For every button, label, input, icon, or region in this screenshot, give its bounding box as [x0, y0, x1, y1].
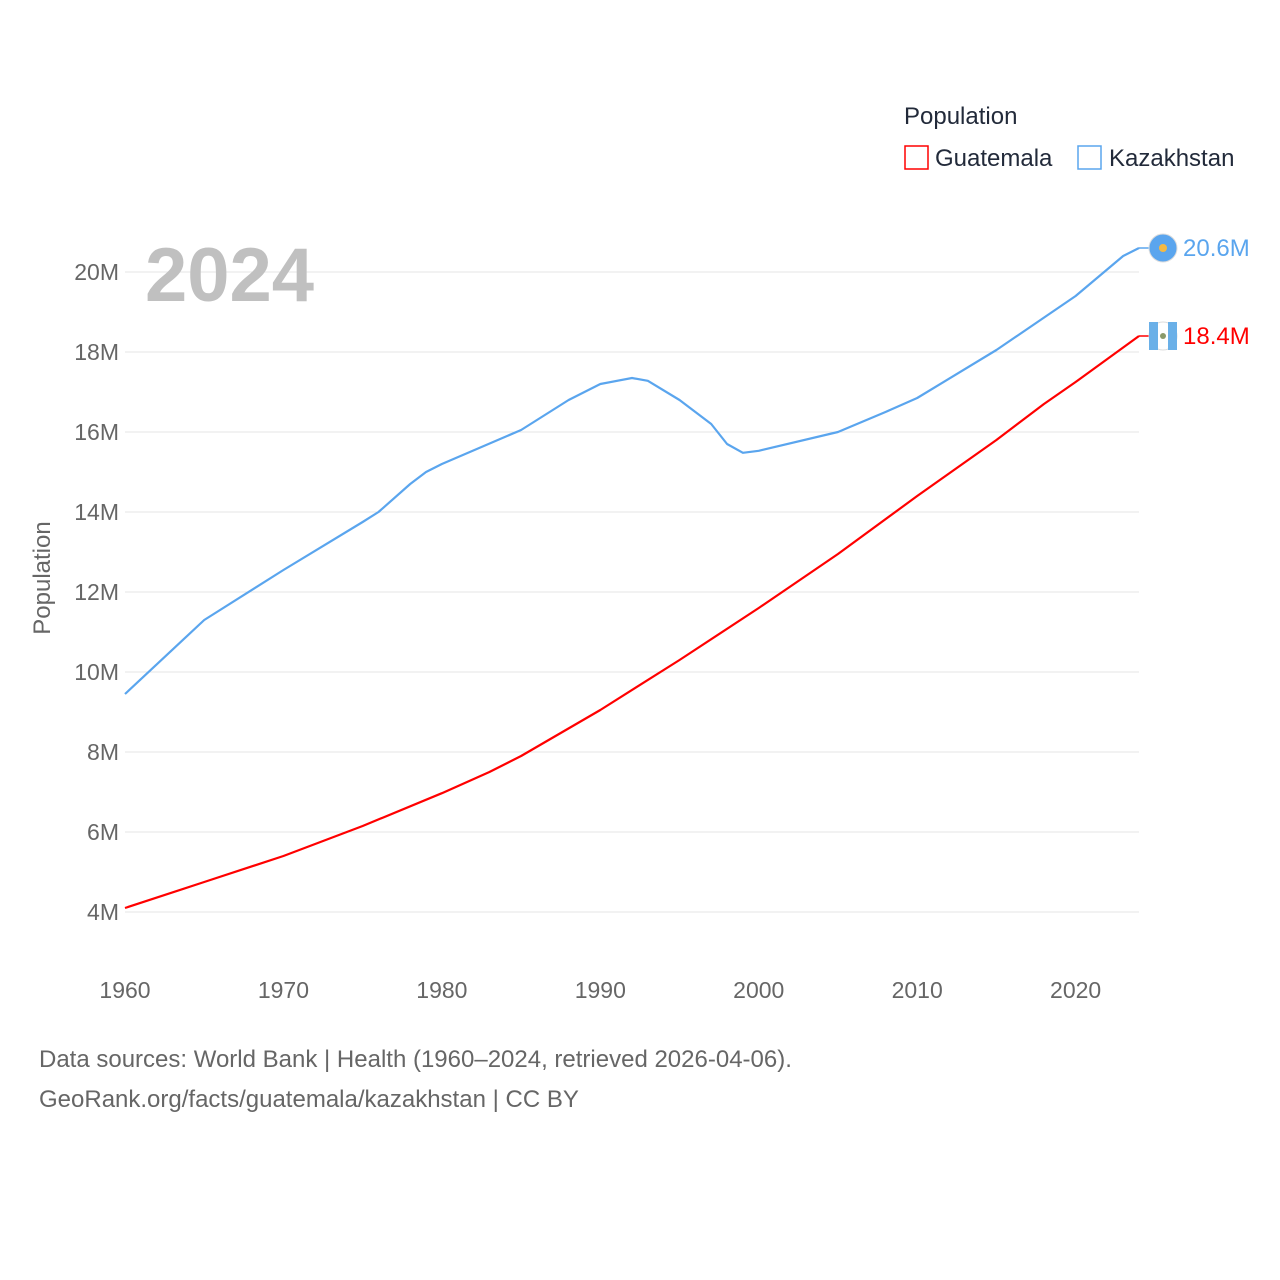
x-tick-label: 1960	[99, 977, 150, 1003]
population-line-chart: 4M 6M 8M 10M 12M 14M 16M 18M 20M 1960 1970 1980 1990…	[29, 103, 1250, 1003]
end-value-label-kazakhstan: 20.6M	[1183, 235, 1250, 262]
x-tick-label: 2000	[733, 977, 784, 1003]
end-value-label-guatemala: 18.4M	[1183, 323, 1250, 350]
x-tick-label: 1970	[258, 977, 309, 1003]
x-tick-label: 1980	[416, 977, 467, 1003]
footer-attribution[interactable]: GeoRank.org/facts/guatemala/kazakhstan |…	[39, 1086, 579, 1113]
series-line-guatemala	[124, 335, 1140, 910]
x-tick-label: 2020	[1050, 977, 1101, 1003]
y-tick-label: 20M	[74, 259, 119, 285]
y-tick-label: 18M	[74, 339, 119, 365]
x-tick-label: 1990	[575, 977, 626, 1003]
x-tick-label: 2010	[892, 977, 943, 1003]
footer-sources: Data sources: World Bank | Health (1960–…	[39, 1046, 792, 1073]
legend-label-guatemala[interactable]: Guatemala	[935, 145, 1053, 172]
year-label: 2024	[145, 233, 314, 318]
flag-stripe	[1149, 322, 1158, 350]
flag-emblem	[1160, 333, 1166, 339]
legend-label-kazakhstan[interactable]: Kazakhstan	[1109, 145, 1234, 172]
y-tick-label: 12M	[74, 579, 119, 605]
y-tick-label: 16M	[74, 419, 119, 445]
y-tick-label: 4M	[87, 899, 119, 925]
flag-stripe	[1168, 322, 1177, 350]
flag-sun	[1159, 244, 1167, 252]
legend-swatch-kazakhstan	[1077, 145, 1102, 170]
y-tick-label: 10M	[74, 659, 119, 685]
y-tick-label: 8M	[87, 739, 119, 765]
legend-swatch-guatemala	[904, 145, 929, 170]
y-tick-label: 6M	[87, 819, 119, 845]
legend-title: Population	[904, 103, 1017, 130]
y-tick-label: 14M	[74, 499, 119, 525]
series-line-kazakhstan	[124, 247, 1140, 695]
y-axis-label: Population	[29, 521, 56, 634]
